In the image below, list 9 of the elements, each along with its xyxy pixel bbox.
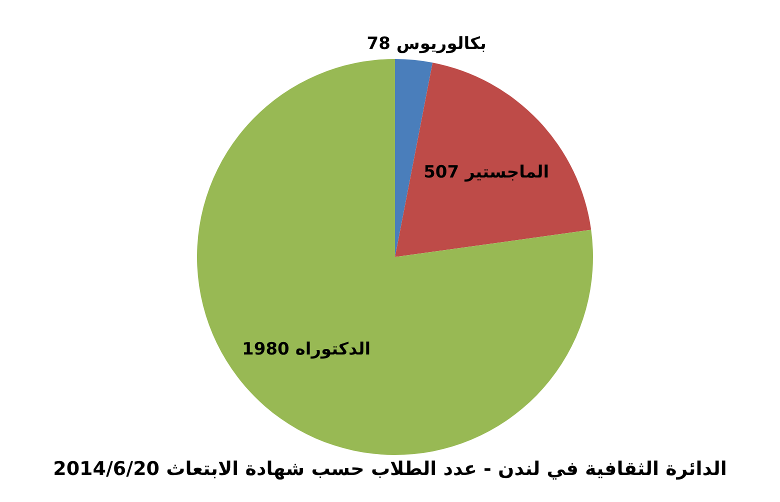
pie-slice	[197, 59, 593, 455]
slice-label: الماجستير	[464, 162, 550, 183]
slice-label: بكالوريوس	[396, 34, 486, 54]
text: الدائرة الثقافية في لندن - عدد الطلاب حسب شهادة الابتعاث 2014/6/20	[52, 458, 728, 480]
slice-label: الدكتوراه	[295, 340, 371, 360]
pie-slice	[395, 62, 592, 257]
data-label: 507	[424, 162, 460, 183]
data-label: 78	[366, 34, 390, 54]
data-label: 1980	[242, 340, 290, 360]
